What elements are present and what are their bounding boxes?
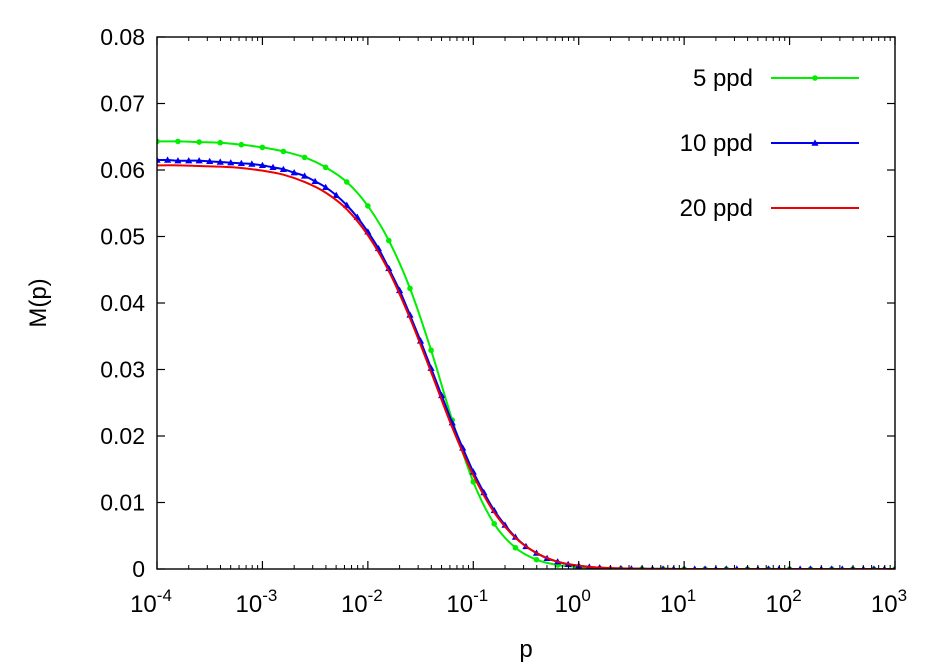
data-point — [174, 157, 182, 164]
data-point — [386, 237, 392, 244]
legend: 5 ppd 10 ppd 20 ppd — [680, 65, 859, 222]
data-point — [227, 159, 235, 166]
y-axis-label: M(p) — [25, 278, 52, 327]
y-tick-label: 0.01 — [100, 490, 145, 516]
data-point — [258, 161, 267, 169]
x-tick-base: 10 — [341, 591, 368, 618]
legend-item: 5 ppd — [693, 65, 859, 92]
x-tick-base: 10 — [555, 591, 582, 618]
legend-label: 20 ppd — [680, 195, 753, 222]
x-tick-label: 103 — [871, 586, 907, 618]
data-point — [157, 156, 161, 163]
data-point — [196, 139, 202, 145]
x-tick-base: 10 — [871, 591, 898, 618]
legend-label: 5 ppd — [693, 65, 753, 92]
data-point — [428, 347, 434, 354]
x-tick-exponent: -1 — [473, 586, 488, 605]
y-tick-label: 0.08 — [100, 24, 145, 50]
series-line — [157, 158, 895, 569]
data-point — [195, 157, 203, 164]
data-point — [533, 556, 540, 563]
data-point — [470, 479, 477, 485]
data-point — [322, 164, 329, 171]
x-tick-label: 100 — [555, 586, 591, 618]
data-point — [365, 203, 371, 209]
data-point — [311, 177, 319, 185]
legend-label: 10 ppd — [680, 130, 753, 157]
x-tick-label: 10-1 — [446, 586, 488, 618]
x-tick-base: 10 — [130, 591, 157, 618]
data-point — [290, 169, 298, 176]
x-tick-exponent: -4 — [157, 586, 172, 605]
data-point — [491, 520, 498, 527]
x-tick-base: 10 — [446, 591, 473, 618]
y-tick-label: 0.04 — [100, 290, 145, 316]
data-point — [175, 138, 181, 145]
x-tick-base: 10 — [236, 591, 263, 618]
series-2 — [157, 164, 895, 569]
series-0 — [157, 138, 895, 569]
plot-frame — [156, 36, 896, 570]
data-point — [217, 139, 224, 146]
y-tick-label: 0.06 — [100, 157, 145, 183]
series-layer — [157, 138, 895, 569]
x-axis-label: p — [519, 636, 532, 663]
data-point — [279, 165, 287, 173]
data-point — [237, 159, 245, 167]
data-point — [512, 544, 519, 551]
x-tick-base: 10 — [660, 591, 687, 618]
data-point — [163, 156, 172, 163]
data-point — [332, 191, 340, 198]
data-point — [238, 141, 245, 148]
data-point — [501, 521, 509, 528]
y-tick-label: 0 — [132, 556, 145, 582]
data-point — [490, 506, 498, 514]
legend-item: 10 ppd — [680, 130, 859, 157]
data-point — [206, 157, 214, 165]
data-point — [269, 163, 277, 171]
x-tick-exponent: 3 — [898, 586, 907, 605]
x-tick-exponent: -3 — [262, 586, 277, 605]
y-tick-label: 0.07 — [100, 91, 145, 117]
x-tick-base: 10 — [765, 591, 792, 618]
data-point — [280, 148, 287, 155]
x-tick-exponent: 0 — [581, 586, 590, 605]
legend-item: 20 ppd — [680, 195, 859, 222]
data-point — [248, 160, 256, 167]
data-point — [343, 179, 350, 185]
series-line — [157, 140, 895, 569]
series-1 — [157, 156, 895, 569]
legend-marker — [812, 75, 818, 81]
data-point — [300, 172, 309, 179]
x-tick-label: 10-4 — [130, 586, 172, 618]
data-point — [301, 154, 308, 161]
y-tick-label: 0.03 — [100, 357, 145, 383]
y-tick-label: 0.02 — [100, 423, 145, 449]
x-tick-exponent: 2 — [792, 586, 801, 605]
data-point — [407, 285, 413, 292]
legend-marker — [811, 139, 819, 146]
data-point — [259, 144, 266, 151]
data-point — [216, 158, 224, 165]
series-line — [157, 164, 895, 569]
x-tick-label: 10-3 — [236, 586, 278, 618]
x-tick-label: 101 — [660, 586, 696, 618]
y-tick-label: 0.05 — [100, 224, 145, 250]
x-tick-label: 102 — [765, 586, 801, 618]
x-tick-exponent: -2 — [368, 586, 383, 605]
data-point — [322, 183, 330, 190]
x-tick-label: 10-2 — [341, 586, 383, 618]
x-tick-exponent: 1 — [687, 586, 696, 605]
data-point — [185, 157, 193, 164]
